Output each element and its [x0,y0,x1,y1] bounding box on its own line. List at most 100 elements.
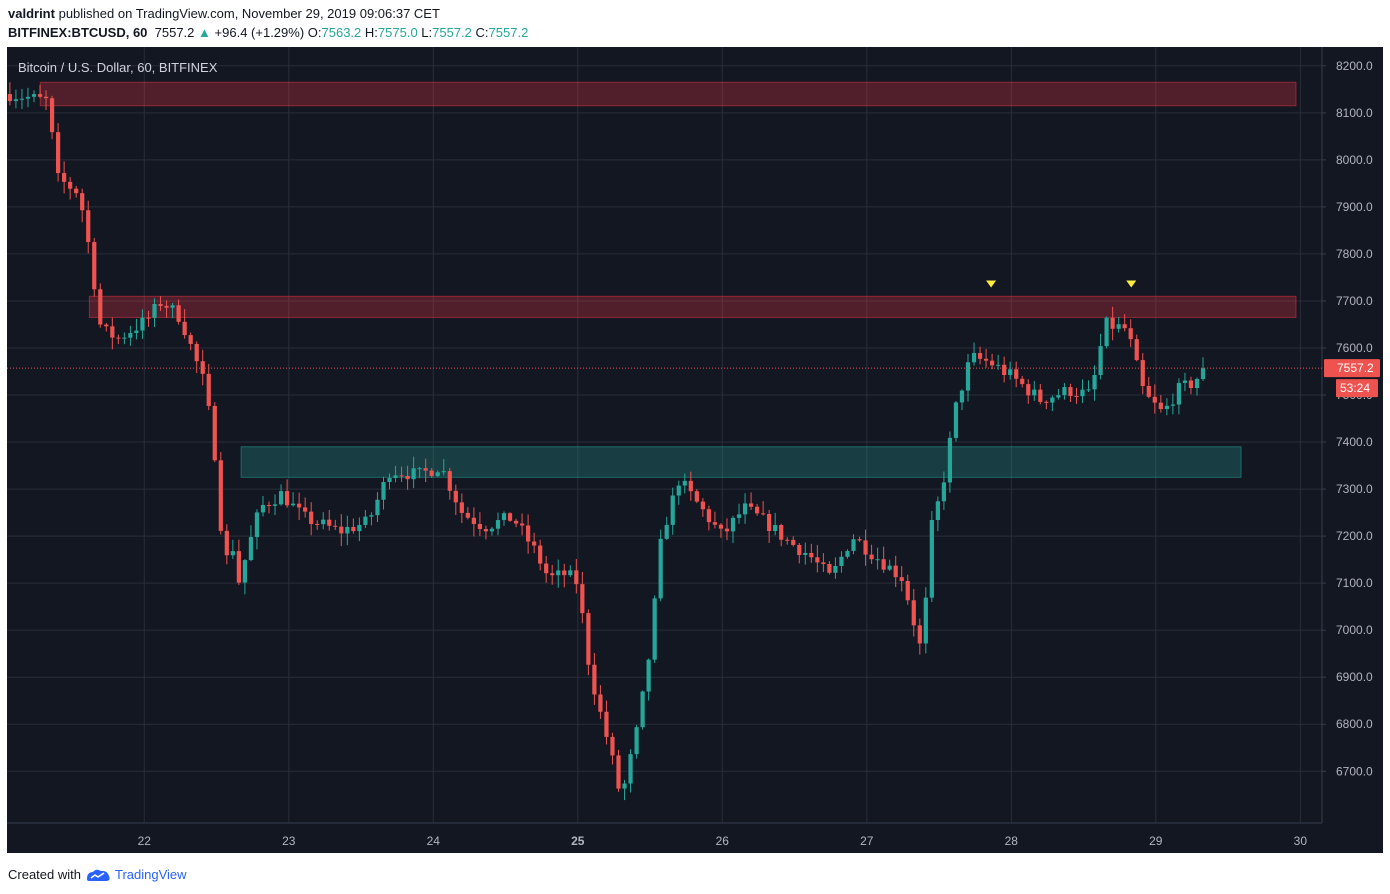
candle-body [230,551,235,556]
candle-body [19,98,25,100]
candle-body [116,337,121,339]
candle-body [453,490,458,503]
y-tick-label: 7900.0 [1336,200,1373,214]
candle-body [941,482,947,502]
author-name[interactable]: valdrint [8,6,55,21]
candle-body [899,577,904,581]
candle-body [122,337,127,339]
candle-body [13,99,19,102]
candle-body [501,513,507,521]
symbol-label: BITFINEX:BTCUSD, 60 [8,25,148,40]
candle-body [381,482,386,500]
candle-body [80,193,85,211]
candle-body [471,517,476,525]
candle-body [887,565,892,570]
candle-body [25,96,31,99]
candle-body [748,503,754,507]
candle-body [92,242,97,290]
close-label: C: [475,25,489,40]
candle-body [592,664,597,695]
candle-body [658,538,663,599]
candle-body [604,711,609,737]
candle-body [134,330,139,334]
candle-body [1128,328,1133,340]
candle-body [158,304,163,306]
candle-body [682,480,687,486]
candle-body [507,513,513,521]
candle-body [110,326,115,338]
candle-body [290,503,296,506]
candle-body [74,188,79,194]
candle-body [327,519,332,526]
candle-body [935,501,940,521]
last-value: 7557.2 [154,25,195,40]
candle-body [1074,395,1079,397]
candle-body [923,597,928,644]
candle-body [194,343,199,362]
tradingview-link[interactable]: TradingView [114,867,187,882]
candle-body [628,754,633,784]
candle-body [646,659,651,692]
candle-body [399,475,404,477]
candle-body [423,468,428,471]
candle-body [622,783,627,789]
time-axis[interactable] [7,823,1322,853]
y-tick-labels: 8200.0 8100.0 8000.0 7900.0 7800.0 7700.0 7600… [1322,59,1373,778]
candle-body [43,96,49,99]
candle-body [724,528,730,532]
candle-body [1200,368,1206,379]
published-text: published on TradingView.com, November 2… [58,6,440,21]
candle-body [1038,389,1043,402]
countdown-value: 53:24 [1340,381,1370,395]
candle-body [1104,317,1109,347]
candle-body [357,524,362,532]
zone-rect [39,81,1297,107]
candle-body [754,506,760,514]
candle-body [351,526,356,532]
candle-body [742,503,748,515]
candle-body [1098,346,1103,375]
candle-body [1014,369,1019,379]
last-price-badge: 7557.2 53:24 [1324,359,1380,398]
countdown-badge-bg [1336,379,1378,398]
candle-body [839,556,844,566]
candle-body [1062,387,1067,396]
price-axis[interactable] [1322,47,1383,823]
y-tick-label: 8200.0 [1336,59,1373,73]
candle-body [989,360,995,366]
candle-body [1008,369,1013,376]
candle-body [1056,395,1061,398]
open-value: 7563.2 [321,25,362,40]
candle-body [1194,378,1200,389]
high-value: 7575.0 [377,25,418,40]
open-label: O: [307,25,322,40]
candle-body [315,523,320,525]
x-tick-label: 22 [138,834,152,848]
candle-body [616,755,621,789]
change-arrow-icon: ▲ [198,25,211,40]
candle-body [815,557,820,563]
candle-body [1080,389,1085,397]
candle-body [544,563,549,574]
candle-body [128,333,133,338]
candle-body [1020,378,1025,385]
candle-body [640,691,645,728]
candle-body [272,504,278,506]
candle-body [730,517,736,532]
candle-body [983,358,989,361]
candle-body [363,516,368,525]
candle-body [803,552,808,556]
candle-body [797,544,802,556]
high-label: H: [364,25,378,40]
candle-body [1122,324,1127,329]
candle-body [333,525,338,527]
candle-body [706,509,712,523]
candle-body [688,480,693,492]
low-value: 7557.2 [432,25,472,40]
candle-body [1152,396,1157,403]
candle-body [321,519,326,525]
y-tick-label: 7700.0 [1336,294,1373,308]
candle-body [785,539,790,541]
candle-body [1044,401,1049,403]
